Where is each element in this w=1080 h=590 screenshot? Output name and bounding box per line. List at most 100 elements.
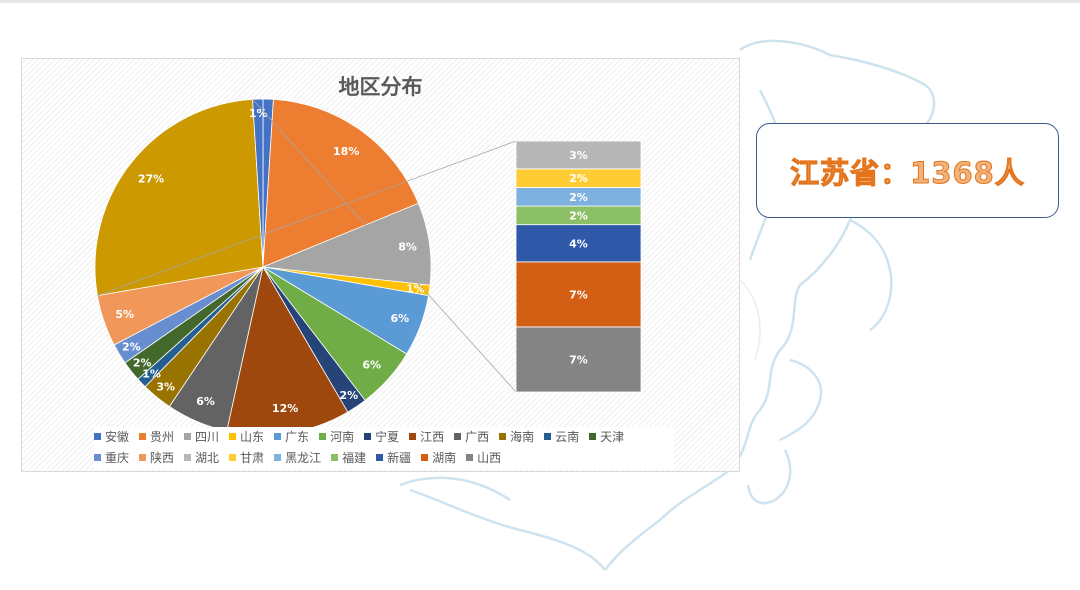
legend-swatch	[364, 433, 372, 440]
legend-swatch	[454, 433, 462, 440]
legend-item: 河南	[319, 427, 354, 448]
legend-label: 湖北	[195, 451, 220, 465]
pie-data-label-15: 1%	[249, 107, 268, 120]
legend-item: 湖南	[421, 448, 456, 469]
pie-slice-14	[94, 98, 264, 297]
legend-swatch	[94, 454, 101, 461]
legend-label: 安徽	[105, 430, 130, 444]
bar-segment-2	[515, 224, 642, 263]
legend-label: 山西	[477, 451, 502, 465]
legend-item: 陕西	[139, 448, 174, 469]
chart-legend: 安徽 贵州 四川 山东 广东 河南 宁夏 江西 广西 海南 云南 天津重庆 陕西 湖北 甘肃 黑龙江 福建 新疆 湖…	[94, 427, 674, 469]
pie-data-label-1: 18%	[333, 145, 359, 158]
bar-segment-0	[515, 326, 642, 393]
legend-item: 江西	[409, 427, 444, 448]
bar-data-label-4: 2%	[569, 191, 588, 204]
legend-swatch	[139, 433, 147, 440]
legend-swatch	[184, 454, 192, 461]
bar-data-label-0: 7%	[569, 354, 588, 367]
connector-line-top	[97, 140, 517, 296]
legend-item: 海南	[499, 427, 534, 448]
pie-slice-15	[252, 98, 264, 268]
pie-data-label-6: 2%	[339, 389, 358, 402]
legend-label: 天津	[600, 430, 625, 444]
legend-item: 宁夏	[364, 427, 399, 448]
legend-label: 新疆	[387, 451, 412, 465]
bar-segment-1	[515, 261, 642, 328]
pie-data-label-7: 12%	[272, 402, 298, 415]
legend-label: 河南	[330, 430, 355, 444]
pie-data-label-11: 2%	[133, 357, 152, 370]
legend-item: 甘肃	[229, 448, 264, 469]
legend-swatch	[274, 433, 282, 440]
info-box-text: 江苏省：1368人	[790, 155, 1025, 190]
legend-label: 四川	[195, 430, 220, 444]
legend-swatch	[589, 433, 597, 440]
legend-label: 甘肃	[240, 451, 265, 465]
legend-item: 福建	[331, 448, 366, 469]
pie-data-label-9: 3%	[156, 380, 175, 393]
pie-data-label-4: 6%	[390, 312, 409, 325]
legend-swatch	[184, 433, 192, 440]
pie-slice-1	[262, 98, 419, 268]
legend-swatch	[421, 454, 429, 461]
legend-label: 重庆	[105, 451, 130, 465]
legend-swatch	[94, 433, 101, 440]
legend-item: 山东	[229, 427, 264, 448]
legend-swatch	[331, 454, 339, 461]
bar-data-label-6: 3%	[569, 149, 588, 162]
pie-data-label-3: 1%	[406, 283, 425, 296]
legend-label: 山东	[240, 430, 265, 444]
bar-data-label-5: 2%	[569, 172, 588, 185]
legend-swatch	[499, 433, 507, 440]
bar-of-pie-chart: 18%8%1%6%6%2%12%6%3%1%2%2%5%27%1%7%7%4%2…	[94, 98, 642, 436]
legend-label: 宁夏	[375, 430, 400, 444]
legend-item: 山西	[466, 448, 501, 469]
legend-item: 湖北	[184, 448, 219, 469]
pie-data-label-10: 1%	[142, 367, 161, 380]
legend-label: 陕西	[150, 451, 175, 465]
legend-item: 广东	[274, 427, 309, 448]
legend-item: 广西	[454, 427, 489, 448]
pie-data-label-8: 6%	[196, 395, 215, 408]
legend-item: 贵州	[139, 427, 174, 448]
legend-swatch	[274, 454, 282, 461]
legend-label: 云南	[555, 430, 580, 444]
legend-swatch	[139, 454, 147, 461]
legend-label: 湖南	[432, 451, 457, 465]
legend-item: 安徽	[94, 427, 129, 448]
chart-panel: 地区分布 18% 8% 1% 6% 6% 2% 12% 6% 3% 1% 2% 2% 5% 27% 1% 7%…	[21, 58, 740, 472]
legend-item: 新疆	[376, 448, 411, 469]
bar-segment-6	[515, 140, 642, 170]
pie-data-label-14: 27%	[138, 173, 164, 186]
top-border	[0, 0, 1080, 3]
pie-data-label-12: 2%	[122, 341, 141, 354]
pie-data-label-2: 8%	[398, 241, 417, 254]
info-box: 江苏省：1368人	[756, 123, 1059, 218]
legend-label: 海南	[510, 430, 535, 444]
bar-data-label-3: 2%	[569, 209, 588, 222]
legend-label: 广东	[285, 430, 310, 444]
legend-item: 黑龙江	[274, 448, 321, 469]
legend-swatch	[229, 433, 237, 440]
legend-swatch	[466, 454, 474, 461]
legend-label: 江西	[420, 430, 445, 444]
legend-label: 黑龙江	[285, 451, 322, 465]
legend-item: 天津	[589, 427, 624, 448]
bar-data-label-2: 4%	[569, 237, 588, 250]
pie-data-label-13: 5%	[115, 308, 134, 321]
legend-swatch	[376, 454, 384, 461]
bar-data-label-1: 7%	[569, 288, 588, 301]
legend-swatch	[409, 433, 417, 440]
chart-title: 地区分布	[338, 75, 423, 99]
legend-swatch	[544, 433, 552, 440]
legend-swatch	[319, 433, 327, 440]
legend-label: 广西	[465, 430, 490, 444]
legend-label: 贵州	[150, 430, 175, 444]
legend-item: 重庆	[94, 448, 129, 469]
legend-item: 云南	[544, 427, 579, 448]
connector-line-bottom	[252, 99, 517, 393]
legend-label: 福建	[342, 451, 367, 465]
legend-item: 四川	[184, 427, 219, 448]
legend-swatch	[229, 454, 237, 461]
